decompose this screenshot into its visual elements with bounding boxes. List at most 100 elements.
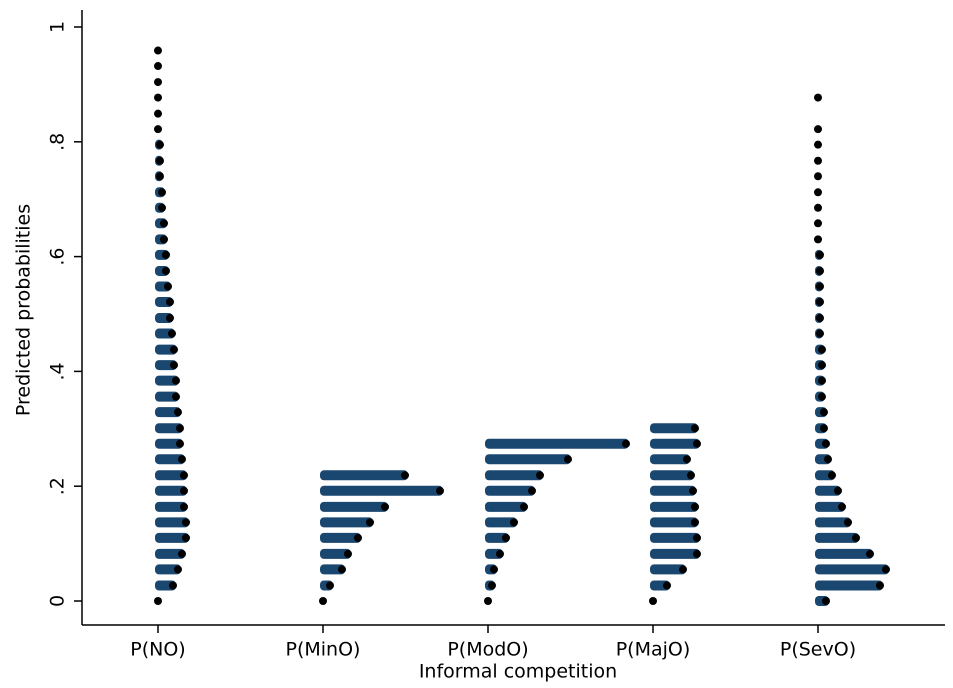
y-tick-label: .6 xyxy=(47,248,69,266)
y-tick-label: .8 xyxy=(47,133,69,151)
dot-end xyxy=(828,471,836,480)
dot-end xyxy=(174,408,182,417)
dot-end xyxy=(484,597,492,605)
dot-end xyxy=(164,282,172,291)
x-tick-label: P(NO) xyxy=(130,639,185,661)
dot-end xyxy=(852,533,860,542)
dot-end xyxy=(536,471,544,480)
dot-end xyxy=(169,581,177,590)
x-axis-label: Informal competition xyxy=(419,661,617,683)
dot-end xyxy=(818,345,826,354)
dot-end xyxy=(166,314,174,323)
dot-end xyxy=(156,140,164,149)
dot-end xyxy=(162,266,170,275)
dot-row xyxy=(650,532,700,543)
dot-end xyxy=(180,486,188,495)
dot-end xyxy=(319,597,327,605)
dot-end xyxy=(401,471,409,480)
x-tick-label: P(MinO) xyxy=(286,639,361,661)
x-tick-label: P(ModO) xyxy=(447,639,528,661)
dot-end xyxy=(818,392,826,401)
dot-end xyxy=(154,597,162,605)
dot-end xyxy=(824,455,832,464)
dot-row xyxy=(485,454,571,465)
x-tick-label: P(SevO) xyxy=(780,639,856,661)
dot-end xyxy=(488,581,496,590)
dot-end xyxy=(691,518,699,527)
dot-row xyxy=(320,470,408,481)
dot-end xyxy=(814,156,822,165)
dot-row xyxy=(320,548,351,559)
dot-end xyxy=(354,533,362,542)
dot-end xyxy=(679,565,687,574)
dot-row xyxy=(155,407,181,418)
dot-end xyxy=(564,455,572,464)
dot-end xyxy=(156,156,164,165)
dot-row xyxy=(155,470,187,481)
dot-end xyxy=(866,549,874,558)
dot-end xyxy=(683,455,691,464)
dot-row xyxy=(650,454,690,465)
dot-row xyxy=(485,438,629,449)
dot-end xyxy=(154,78,162,87)
dot-row xyxy=(155,423,183,434)
dot-row xyxy=(650,548,700,559)
dot-end xyxy=(178,549,186,558)
dot-row xyxy=(650,501,698,512)
dot-end xyxy=(180,471,188,480)
dot-row xyxy=(815,564,889,575)
dot-end xyxy=(344,549,352,558)
dot-end xyxy=(814,188,822,197)
dot-end xyxy=(176,424,184,433)
dot-end xyxy=(496,549,504,558)
dot-end xyxy=(814,140,822,149)
dot-end xyxy=(814,219,822,228)
dot-row xyxy=(485,501,527,512)
dot-end xyxy=(693,533,701,542)
dot-end xyxy=(166,297,174,306)
dot-end xyxy=(822,597,830,605)
dot-row xyxy=(650,438,700,449)
dot-end xyxy=(691,424,699,433)
dot-end xyxy=(814,93,822,102)
dot-end xyxy=(814,125,822,134)
dot-end xyxy=(816,329,824,338)
dot-row xyxy=(650,564,686,575)
dot-end xyxy=(338,565,346,574)
dot-row xyxy=(815,517,851,528)
dot-end xyxy=(178,455,186,464)
dot-end xyxy=(158,188,166,197)
dot-end xyxy=(876,581,884,590)
dot-end xyxy=(170,345,178,354)
dot-end xyxy=(172,376,180,385)
dot-end xyxy=(154,46,162,55)
dot-end xyxy=(816,250,824,259)
dot-end xyxy=(814,235,822,244)
y-tick-label: .2 xyxy=(47,477,69,495)
dot-end xyxy=(814,203,822,212)
dot-row xyxy=(485,470,543,481)
dot-end xyxy=(834,486,842,495)
dot-end xyxy=(182,533,190,542)
dot-end xyxy=(381,502,389,511)
dot-end xyxy=(154,125,162,134)
dot-row xyxy=(155,501,187,512)
dot-row xyxy=(320,517,373,528)
dot-end xyxy=(510,518,518,527)
dot-row xyxy=(815,501,845,512)
dot-end xyxy=(366,518,374,527)
dot-end xyxy=(838,502,846,511)
dot-row xyxy=(815,548,873,559)
dot-end xyxy=(154,62,162,71)
dot-end xyxy=(818,376,826,385)
dot-end xyxy=(687,471,695,480)
dot-row xyxy=(815,485,841,496)
dot-row xyxy=(650,423,698,434)
dot-row xyxy=(815,580,883,591)
dot-end xyxy=(162,250,170,259)
dot-end xyxy=(691,502,699,511)
dot-row xyxy=(320,564,345,575)
dot-end xyxy=(816,297,824,306)
dot-row xyxy=(155,438,183,449)
